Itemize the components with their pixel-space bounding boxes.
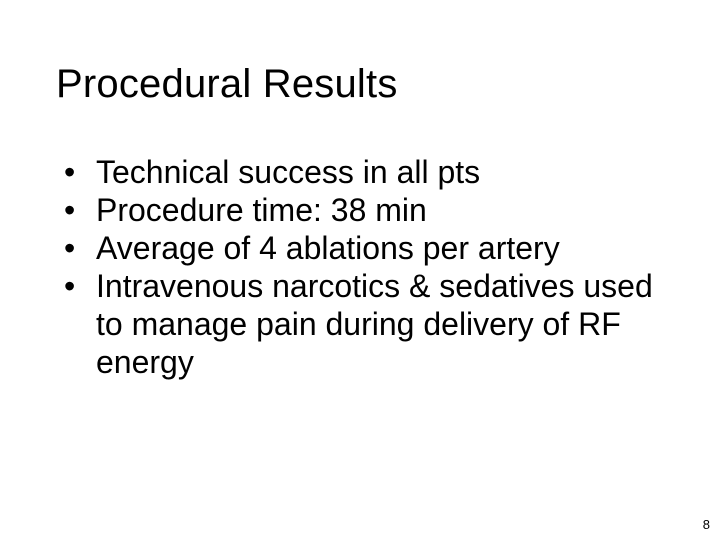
- bullet-list: • Technical success in all pts • Procedure…: [56, 153, 664, 381]
- list-item: • Procedure time: 38 min: [56, 191, 664, 229]
- list-item: • Intravenous narcotics & sedatives used …: [56, 267, 664, 381]
- bullet-icon: •: [64, 267, 75, 305]
- bullet-text: Average of 4 ablations per artery: [96, 230, 560, 266]
- bullet-text: Intravenous narcotics & sedatives used t…: [96, 268, 653, 380]
- bullet-text: Procedure time: 38 min: [96, 192, 427, 228]
- page-number: 8: [703, 517, 710, 532]
- bullet-text: Technical success in all pts: [96, 154, 480, 190]
- bullet-icon: •: [64, 229, 75, 267]
- list-item: • Technical success in all pts: [56, 153, 664, 191]
- slide: Procedural Results • Technical success in…: [0, 0, 720, 540]
- bullet-icon: •: [64, 191, 75, 229]
- bullet-icon: •: [64, 153, 75, 191]
- slide-title: Procedural Results: [56, 62, 664, 107]
- list-item: • Average of 4 ablations per artery: [56, 229, 664, 267]
